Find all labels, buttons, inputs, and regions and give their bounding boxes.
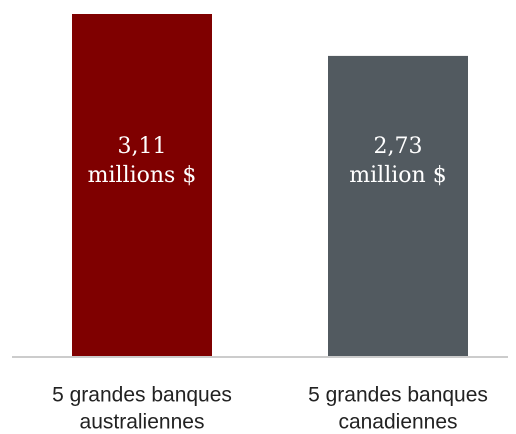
bar-2	[328, 55, 468, 357]
bar-1	[72, 14, 212, 357]
bar-1-value-label-line-2: millions $	[88, 163, 197, 188]
bar-1-value-label-line-1: 3,11	[118, 134, 167, 159]
category-label-2-line-2: canadiennes	[338, 411, 457, 434]
bar-2-value-label-line-2: million $	[349, 163, 446, 188]
bar-2-value-label-line-1: 2,73	[374, 134, 423, 159]
category-label-1-line-1: 5 grandes banques	[52, 384, 232, 407]
category-label-1-line-2: australiennes	[80, 411, 205, 434]
category-label-2-line-1: 5 grandes banques	[308, 384, 488, 407]
